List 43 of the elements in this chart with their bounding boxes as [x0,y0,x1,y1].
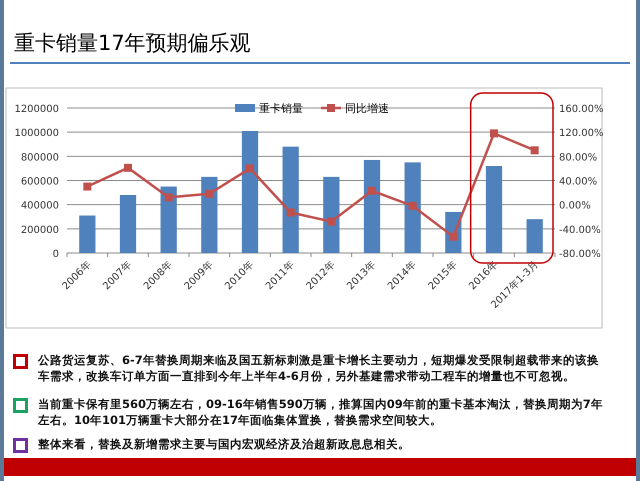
y2-tick-label: 0.00% [559,200,591,212]
bar [323,176,340,253]
chart-title: 重卡销量17年预期偏乐观 [14,31,251,55]
bar [282,146,299,253]
point [368,186,376,195]
bar [79,216,96,253]
y-tick-label: 1000000 [14,128,59,140]
bar [201,176,218,253]
point [205,190,214,198]
y-tick-label: 0 [52,249,59,260]
legend-label: 重卡销量 [259,102,303,115]
y-tick-label: 400000 [20,200,59,212]
y-tick-label: 600000 [20,176,59,188]
y2-tick-label: 80.00% [559,152,598,164]
y2-tick-label: -40.00% [559,224,601,236]
point [286,208,295,217]
point [530,146,539,154]
text: 公路货运复苏、6-7年替换周期来临及国五新标刺激是重卡增长主要动力，短期爆发受限制超载带来的该换车需求，改换车订单方面一直排到今年上半年4-6月份，另外基建需求带动工程车的增量也不可忽视。 [38,352,600,384]
y2-tick-label: 40.00% [559,176,598,188]
bar [486,166,502,253]
point [164,193,173,202]
bar [526,219,543,253]
point [83,182,92,191]
y2-tick-label: 160.00% [559,104,604,115]
bar [364,160,380,253]
text: 整体来看，替换及新增需求主要与国内宏观经济及治超新政息息相关。 [38,436,411,452]
y2-tick-label: -80.00% [559,249,601,260]
point [124,164,132,172]
bar [160,186,177,253]
legend-label: 同比增速 [345,102,389,115]
y-tick-label: 800000 [20,152,59,164]
y-tick-label: 200000 [20,224,59,236]
text: 当前重卡保有里560万辆左右，09-16年销售590万辆，推算国内09年前的重卡基本淘汰，替换周期为7年左右。10年101万辆重卡大部分在17年面临集体置换，替换需求空间较大。 [38,396,604,428]
bar [120,195,136,253]
point [327,218,336,226]
bar [242,130,258,253]
y2-tick-label: 120.00% [559,128,604,140]
y-tick-label: 1200000 [14,104,59,115]
point [449,232,458,241]
point [408,202,417,210]
bar [404,162,421,253]
point [490,129,498,138]
point [246,164,254,172]
